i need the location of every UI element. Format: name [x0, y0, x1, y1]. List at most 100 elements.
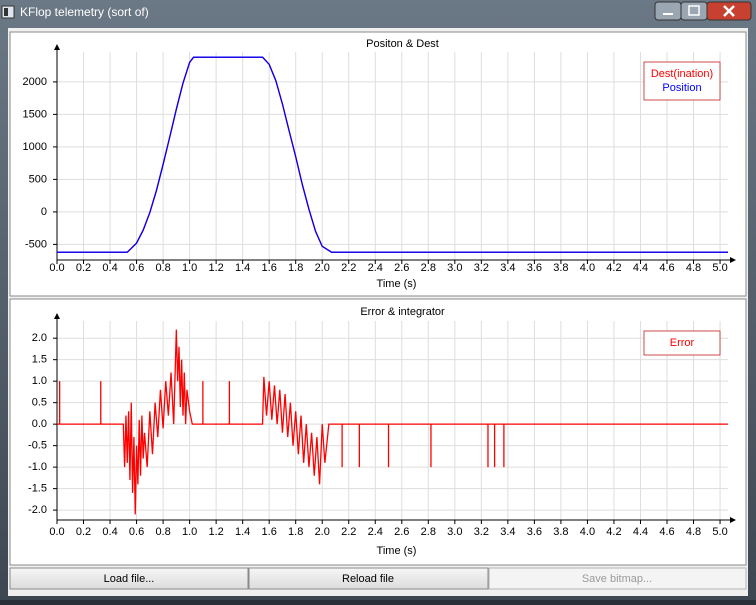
x-axis-arrow	[730, 517, 736, 523]
x-tick-label: 1.4	[235, 262, 250, 274]
maximize-button[interactable]	[680, 1, 708, 21]
legend-box	[643, 330, 721, 356]
x-tick-label: 1.4	[235, 526, 250, 538]
y-tick-label: 1.0	[32, 375, 47, 387]
x-tick-label: 0.4	[102, 262, 117, 274]
x-tick-label: 4.8	[686, 262, 701, 274]
x-tick-label: 0.6	[129, 262, 144, 274]
x-tick-label: 0.0	[49, 526, 64, 538]
y-tick-label: -1.5	[28, 483, 47, 495]
x-tick-label: 0.8	[155, 262, 170, 274]
x-tick-label: 5.0	[712, 526, 727, 538]
save-button	[488, 567, 747, 590]
charts: Positon & Dest Time (s) 0.0 0.2 0.4 0.6 0.8 1.0…	[23, 38, 736, 557]
x-tick-label: 1.8	[288, 262, 303, 274]
x-tick-label: 0.2	[76, 526, 91, 538]
legend-entry: Position	[662, 82, 701, 94]
legend-entry: Error	[670, 337, 695, 349]
chart-title: Positon & Dest	[366, 38, 439, 50]
x-tick-label: 4.4	[633, 262, 648, 274]
x-tick-label: 2.4	[368, 262, 383, 274]
x-tick-label: 4.8	[686, 526, 701, 538]
x-tick-label: 3.0	[447, 262, 462, 274]
x-tick-label: 4.0	[580, 526, 595, 538]
x-axis-label: Time (s)	[377, 278, 417, 290]
x-tick-label: 4.0	[580, 262, 595, 274]
series-line	[57, 329, 728, 515]
x-tick-label: 2.2	[341, 262, 356, 274]
x-tick-label: 0.2	[76, 262, 91, 274]
x-tick-label: 0.6	[129, 526, 144, 538]
x-tick-label: 1.0	[182, 262, 197, 274]
y-tick-label: 0.5	[32, 397, 47, 409]
window-controls[interactable]	[654, 1, 752, 21]
x-tick-label: 3.0	[447, 526, 462, 538]
window-title: KFlop telemetry (sort of)	[20, 5, 149, 19]
legend-entry: Dest(ination)	[651, 68, 713, 80]
chart-title: Error & integrator	[360, 306, 445, 318]
x-tick-label: 3.8	[553, 262, 568, 274]
x-tick-label: 2.6	[394, 526, 409, 538]
chart-panel	[9, 31, 747, 297]
x-tick-label: 3.4	[500, 526, 515, 538]
legend-box	[643, 61, 721, 101]
x-tick-label: 0.8	[155, 526, 170, 538]
y-tick-label: -1.0	[28, 461, 47, 473]
app-icon-mark	[4, 8, 8, 16]
x-tick-label: 2.8	[421, 526, 436, 538]
button-bar: Load file... Reload file Save bitmap...	[9, 567, 747, 590]
x-tick-label: 3.4	[500, 262, 515, 274]
y-tick-label: 1000	[23, 141, 47, 153]
x-tick-label: 2.0	[315, 526, 330, 538]
x-axis-arrow	[730, 257, 736, 263]
y-tick-label: -500	[25, 238, 47, 250]
x-tick-label: 1.6	[262, 262, 277, 274]
x-tick-label: 4.6	[659, 526, 674, 538]
x-tick-label: 1.6	[262, 526, 277, 538]
x-tick-label: 4.4	[633, 526, 648, 538]
x-tick-label: 2.0	[315, 262, 330, 274]
y-tick-label: 1500	[23, 108, 47, 120]
x-tick-label: 2.2	[341, 526, 356, 538]
x-tick-label: 3.6	[527, 526, 542, 538]
button-label: Save bitmap...	[582, 573, 652, 585]
reload-button[interactable]	[248, 567, 489, 590]
x-tick-label: 4.6	[659, 262, 674, 274]
y-tick-label: 2000	[23, 76, 47, 88]
x-tick-label: 3.8	[553, 526, 568, 538]
series-line	[57, 56, 728, 253]
chart-panel	[9, 298, 747, 566]
x-tick-label: 1.0	[182, 526, 197, 538]
button-label: Reload file	[342, 573, 394, 585]
y-axis-arrow	[54, 313, 60, 319]
x-tick-label: 4.2	[606, 262, 621, 274]
x-tick-label: 2.6	[394, 262, 409, 274]
button-label: Load file...	[104, 573, 155, 585]
x-tick-label: 3.2	[474, 262, 489, 274]
maximize-icon	[688, 5, 700, 16]
y-tick-label: 2.0	[32, 332, 47, 344]
x-tick-label: 2.4	[368, 526, 383, 538]
y-tick-label: -0.5	[28, 440, 47, 452]
x-tick-label: 4.2	[606, 526, 621, 538]
x-tick-label: 1.2	[208, 526, 223, 538]
close-icon	[723, 5, 735, 17]
y-tick-label: 1.5	[32, 354, 47, 366]
y-tick-label: 0.0	[32, 418, 47, 430]
minimize-button[interactable]	[654, 1, 682, 21]
x-tick-label: 2.8	[421, 262, 436, 274]
x-tick-label: 0.4	[102, 526, 117, 538]
y-tick-label: 0	[41, 206, 47, 218]
x-axis-label: Time (s)	[377, 545, 417, 557]
x-tick-label: 0.0	[49, 262, 64, 274]
y-axis-arrow	[54, 44, 60, 50]
x-tick-label: 3.6	[527, 262, 542, 274]
x-tick-label: 1.8	[288, 526, 303, 538]
x-tick-label: 3.2	[474, 526, 489, 538]
x-tick-label: 5.0	[712, 262, 727, 274]
x-tick-label: 1.2	[208, 262, 223, 274]
load-button[interactable]	[9, 567, 249, 590]
y-tick-label: -2.0	[28, 504, 47, 516]
